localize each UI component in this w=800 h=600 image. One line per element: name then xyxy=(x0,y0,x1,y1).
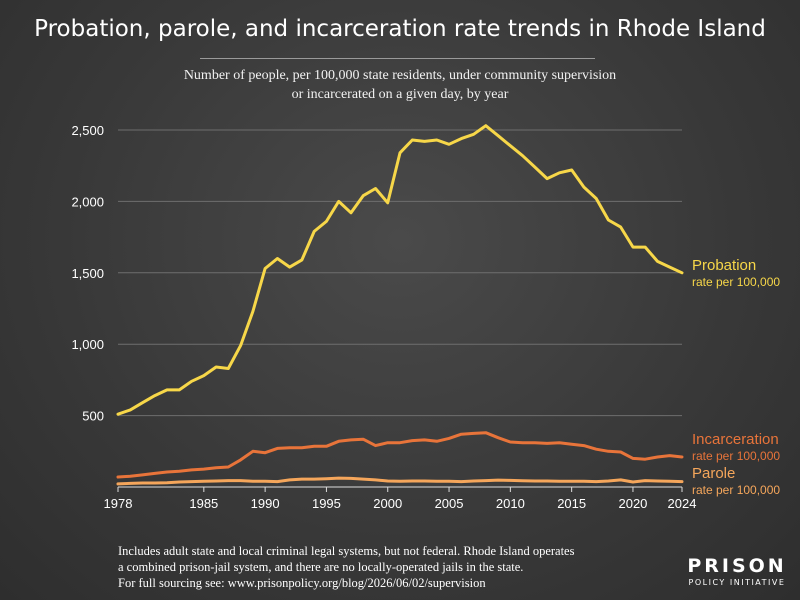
x-tick-label: 2020 xyxy=(618,496,647,511)
series-line-parole xyxy=(116,476,684,486)
y-tick-label: 2,500 xyxy=(71,123,104,138)
axis-labels: 500 1,000 1,500 2,000 2,500 1978 1985 1990 1995 2… xyxy=(71,123,696,511)
series-line-incarceration xyxy=(116,431,684,479)
y-tick-label: 500 xyxy=(82,409,104,424)
footnote-line: a combined prison-jail system, and there… xyxy=(118,560,524,574)
x-tick-label: 2024 xyxy=(668,496,697,511)
grid-lines xyxy=(118,129,682,488)
prison-policy-logo: PRISON POLICY INITIATIVE xyxy=(682,555,792,587)
series-sublabel-parole: rate per 100,000 xyxy=(692,483,780,497)
y-tick-label: 2,000 xyxy=(71,194,104,209)
footnote: Includes adult state and local criminal … xyxy=(118,543,678,591)
x-tick-label: 1990 xyxy=(251,496,280,511)
footnote-source-line: For full sourcing see: www.prisonpolicy.… xyxy=(118,576,486,590)
series-label-incarceration: Incarceration xyxy=(692,431,779,448)
series-label-probation: Probation xyxy=(692,257,756,274)
x-tick-label: 2000 xyxy=(373,496,402,511)
x-tick-label: 1978 xyxy=(104,496,133,511)
title-divider xyxy=(200,58,595,59)
x-tick-label: 2015 xyxy=(557,496,586,511)
y-tick-label: 1,000 xyxy=(71,337,104,352)
chart-subtitle: Number of people, per 100,000 state resi… xyxy=(183,68,617,102)
x-tick-label: 1985 xyxy=(189,496,218,511)
series-sublabel-probation: rate per 100,000 xyxy=(692,275,780,289)
y-tick-label: 1,500 xyxy=(71,266,104,281)
x-tick-label: 1995 xyxy=(312,496,341,511)
series-line-probation xyxy=(116,124,684,416)
x-tick-label: 2010 xyxy=(496,496,525,511)
series-label-parole: Parole xyxy=(692,465,735,482)
series-sublabel-incarceration: rate per 100,000 xyxy=(692,449,780,463)
series-lines xyxy=(116,124,684,486)
chart-title: Probation, parole, and incarceration rat… xyxy=(34,16,766,42)
footnote-line: Includes adult state and local criminal … xyxy=(118,544,575,558)
x-tick-label: 2005 xyxy=(435,496,464,511)
logo-sub-text: POLICY INITIATIVE xyxy=(688,578,786,587)
logo-main-text: PRISON xyxy=(687,555,787,577)
